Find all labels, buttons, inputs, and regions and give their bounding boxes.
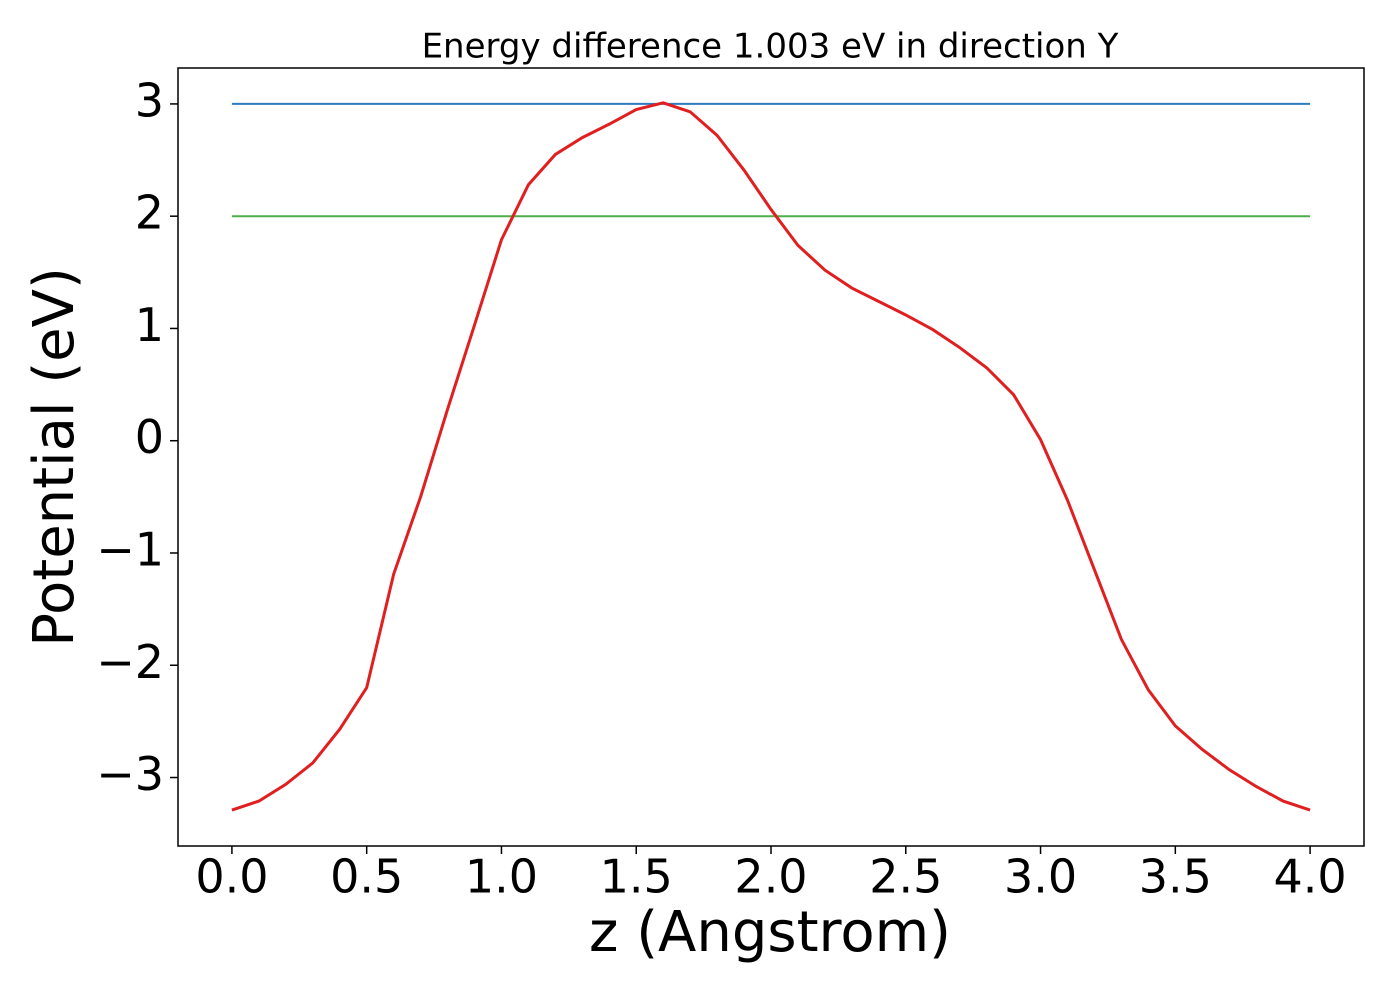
x-tick-label: 1.0 (465, 850, 538, 904)
y-tick-label: −3 (96, 747, 164, 801)
y-tick-label: −1 (96, 522, 164, 576)
x-tick-label: 2.0 (734, 850, 807, 904)
x-tick-label: 3.5 (1139, 850, 1212, 904)
y-tick-label: 1 (135, 298, 164, 352)
x-tick-label: 2.5 (869, 850, 942, 904)
x-tick-label: 1.5 (600, 850, 673, 904)
y-tick-label: 3 (135, 73, 164, 127)
y-tick-label: 2 (135, 186, 164, 240)
plot-frame (177, 67, 1365, 847)
x-tick-label: 0.5 (330, 850, 403, 904)
y-tick-label: −2 (96, 635, 164, 689)
x-tick-label: 0.0 (195, 850, 268, 904)
x-axis-label: z (Angstrom) (589, 900, 951, 965)
chart-title: Energy difference 1.003 eV in direction … (422, 27, 1119, 67)
y-tick-label: 0 (135, 410, 164, 464)
x-tick-label: 4.0 (1274, 850, 1347, 904)
x-tick-label: 3.0 (1004, 850, 1077, 904)
line-series (231, 101, 1311, 812)
y-axis-label: Potential (eV) (22, 267, 87, 647)
